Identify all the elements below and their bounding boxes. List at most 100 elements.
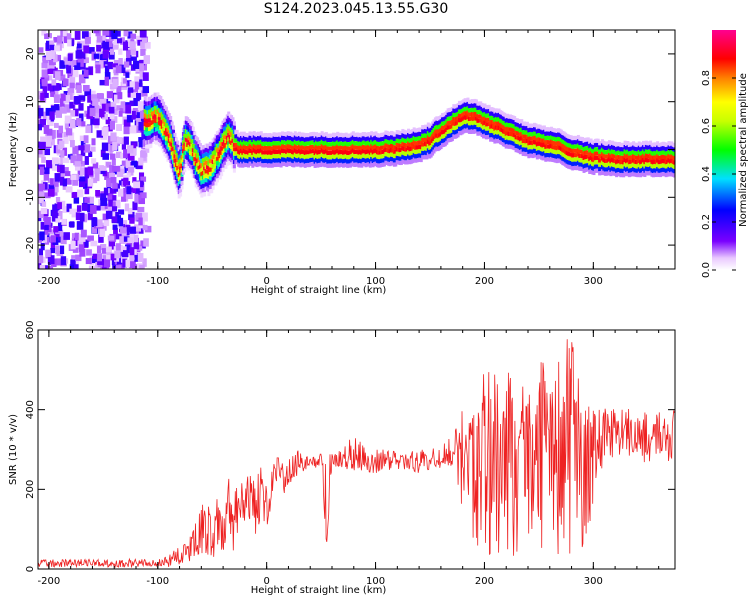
- heatmap-cell: [62, 183, 67, 190]
- x-axis-label: Height of straight line (km): [251, 585, 387, 596]
- heatmap-cell: [120, 227, 127, 234]
- heatmap-cell: [292, 163, 296, 168]
- heatmap-cell: [47, 184, 55, 191]
- heatmap-cell: [95, 190, 101, 197]
- heatmap-cell: [129, 226, 136, 234]
- heatmap-cell: [39, 231, 45, 241]
- heatmap-cell: [137, 206, 145, 213]
- heatmap-cell: [39, 166, 44, 175]
- heatmap-cell: [54, 45, 60, 52]
- heatmap-cell: [649, 140, 653, 145]
- heatmap-cell: [227, 128, 231, 133]
- colorbar-tick-label: 0.0: [701, 262, 712, 278]
- heatmap-cell: [101, 142, 109, 151]
- heatmap-cell: [62, 78, 69, 87]
- heatmap-cell: [172, 129, 176, 134]
- heatmap-cell: [46, 115, 51, 123]
- heatmap-cell: [513, 124, 517, 129]
- heatmap-cell: [139, 264, 145, 269]
- heatmap-cell: [71, 233, 78, 240]
- heatmap-cell: [79, 135, 87, 142]
- heatmap-cell: [95, 40, 102, 47]
- heatmap-cell: [111, 216, 118, 223]
- heatmap-cell: [513, 146, 517, 151]
- heatmap-cell: [104, 172, 111, 180]
- y-axis-label: Frequency (Hz): [8, 112, 19, 188]
- heatmap-cell: [513, 128, 517, 133]
- heatmap-cell: [466, 101, 470, 106]
- heatmap-cell: [129, 100, 134, 107]
- heatmap-cell: [121, 250, 129, 258]
- heatmap-cell: [673, 169, 675, 174]
- heatmap-cell: [69, 208, 77, 215]
- heatmap-cell: [626, 140, 630, 145]
- heatmap-cell: [622, 173, 626, 178]
- heatmap-cell: [641, 170, 645, 175]
- heatmap-cell: [592, 140, 596, 145]
- heatmap-cell: [75, 50, 82, 59]
- heatmap-cell: [112, 224, 118, 230]
- heatmap-cell: [42, 265, 48, 269]
- heatmap-cell: [129, 125, 137, 134]
- heatmap-cell: [197, 140, 201, 145]
- heatmap-cell: [74, 62, 81, 70]
- heatmap-cell: [116, 169, 124, 178]
- heatmap-cell: [144, 225, 152, 233]
- heatmap-cell: [78, 244, 85, 253]
- heatmap-cell: [649, 162, 653, 167]
- heatmap-cell: [96, 93, 103, 99]
- heatmap-cell: [112, 141, 118, 151]
- heatmap-cell: [143, 55, 150, 64]
- heatmap-cell: [142, 155, 147, 161]
- heatmap-cell: [51, 162, 58, 171]
- heatmap-cell: [542, 146, 546, 151]
- heatmap-cell: [57, 202, 62, 209]
- heatmap-cell: [673, 173, 675, 178]
- heatmap-cell: [114, 251, 121, 259]
- heatmap-cell: [43, 92, 49, 98]
- heatmap-cell: [394, 162, 398, 167]
- heatmap-cell: [98, 40, 106, 49]
- heatmap-cell: [121, 144, 127, 150]
- heatmap-cell: [64, 121, 70, 130]
- heatmap-cell: [138, 228, 144, 234]
- heatmap-cell: [38, 107, 44, 117]
- heatmap-cell: [542, 151, 546, 156]
- heatmap-cell: [474, 125, 478, 130]
- heatmap-cell: [139, 87, 144, 93]
- heatmap-cell: [113, 94, 120, 104]
- heatmap-cell: [221, 142, 225, 147]
- heatmap-cell: [123, 41, 129, 51]
- heatmap-cell: [128, 211, 135, 221]
- heatmap-cell: [259, 157, 263, 162]
- heatmap-cell: [74, 232, 80, 241]
- heatmap-cell: [231, 117, 235, 122]
- heatmap-cell: [79, 212, 85, 222]
- heatmap-cell: [99, 98, 107, 106]
- heatmap-cell: [432, 149, 436, 154]
- heatmap-cell: [72, 179, 79, 186]
- heatmap-cell: [93, 30, 100, 34]
- heatmap-cell: [116, 38, 122, 44]
- heatmap-cell: [92, 253, 99, 259]
- heatmap-cell: [592, 145, 596, 150]
- heatmap-cell: [259, 131, 263, 136]
- heatmap-cell: [124, 80, 132, 87]
- heatmap-cell: [58, 140, 65, 148]
- heatmap-cell: [160, 98, 164, 103]
- heatmap-cell: [58, 125, 64, 134]
- heatmap-cell: [67, 53, 73, 61]
- heatmap-cell: [292, 146, 296, 151]
- heatmap-cell: [52, 204, 59, 211]
- heatmap-cell: [542, 134, 546, 139]
- heatmap-cell: [73, 108, 79, 117]
- heatmap-cell: [88, 47, 95, 54]
- x-tick-label: 100: [366, 276, 385, 287]
- heatmap-cell: [67, 87, 75, 95]
- heatmap-cell: [62, 178, 68, 187]
- heatmap-cell: [100, 197, 108, 206]
- heatmap-cell: [81, 202, 88, 211]
- x-tick-label: 0: [263, 576, 269, 587]
- y-tick-label: 10: [25, 95, 36, 108]
- heatmap-cell: [221, 124, 225, 129]
